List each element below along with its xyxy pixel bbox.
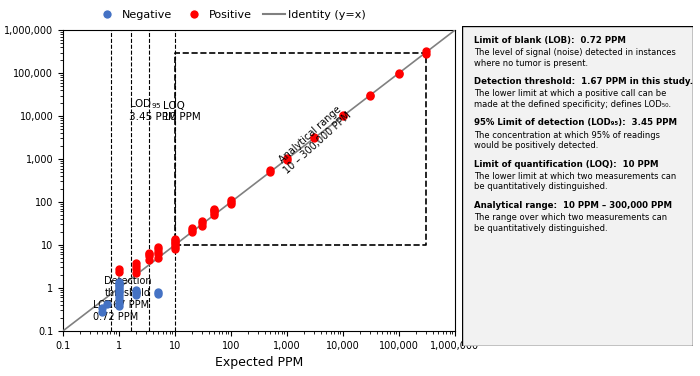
X-axis label: Expected PPM: Expected PPM	[215, 356, 303, 369]
Point	[393, 71, 405, 77]
Point	[225, 197, 237, 203]
Point	[364, 92, 375, 99]
Point	[144, 257, 155, 263]
Point	[113, 300, 125, 306]
Point	[113, 279, 125, 285]
Legend: Negative, Positive, Identity (y=x): Negative, Positive, Identity (y=x)	[92, 6, 370, 24]
Text: Limit of blank (LOB):  0.72 PPM: Limit of blank (LOB): 0.72 PPM	[473, 36, 625, 45]
Point	[144, 252, 155, 258]
Text: Limit of quantification (LOQ):  10 PPM: Limit of quantification (LOQ): 10 PPM	[473, 159, 658, 168]
Text: LOD$_{95}$
3.45 PPM: LOD$_{95}$ 3.45 PPM	[129, 97, 176, 122]
Point	[420, 51, 431, 57]
Text: Analytical range:  10 PPM – 300,000 PPM: Analytical range: 10 PPM – 300,000 PPM	[473, 201, 671, 210]
Point	[308, 134, 319, 140]
Point	[113, 281, 125, 287]
Text: would be positively detected.: would be positively detected.	[473, 141, 598, 150]
Point	[113, 288, 125, 294]
FancyBboxPatch shape	[462, 26, 693, 346]
Point	[209, 208, 220, 214]
Point	[196, 218, 207, 224]
Point	[196, 220, 207, 226]
Point	[265, 167, 276, 173]
Text: 95% Limit of detection (LOD₉₅):  3.45 PPM: 95% Limit of detection (LOD₉₅): 3.45 PPM	[473, 118, 676, 127]
Point	[130, 266, 141, 272]
Text: Detection threshold:  1.67 PPM in this study.: Detection threshold: 1.67 PPM in this st…	[473, 77, 693, 86]
Point	[186, 229, 197, 235]
Text: be quantitatively distinguished.: be quantitatively distinguished.	[473, 223, 607, 232]
Point	[209, 206, 220, 212]
Text: The lower limit at which two measurements can: The lower limit at which two measurement…	[473, 172, 676, 181]
Point	[420, 49, 431, 55]
Point	[337, 113, 349, 119]
Point	[144, 253, 155, 259]
Point	[113, 290, 125, 296]
Point	[186, 225, 197, 231]
Point	[130, 291, 141, 297]
Point	[337, 112, 349, 118]
Point	[130, 287, 141, 293]
Point	[393, 70, 405, 76]
Point	[153, 291, 164, 297]
Text: Analytical range
10 – 300,000 PPM: Analytical range 10 – 300,000 PPM	[274, 102, 354, 176]
Point	[113, 269, 125, 275]
Point	[169, 237, 181, 243]
Point	[153, 255, 164, 261]
Point	[113, 284, 125, 290]
Point	[113, 303, 125, 309]
Text: where no tumor is present.: where no tumor is present.	[473, 59, 588, 68]
Point	[169, 242, 181, 248]
Point	[153, 244, 164, 250]
Point	[169, 244, 181, 250]
Point	[169, 236, 181, 242]
Text: The concentration at which 95% of readings: The concentration at which 95% of readin…	[473, 130, 659, 139]
Point	[364, 92, 375, 98]
Text: The lower limit at which a positive call can be: The lower limit at which a positive call…	[473, 89, 666, 98]
Point	[225, 201, 237, 207]
Point	[281, 155, 293, 161]
Point	[209, 210, 220, 216]
Point	[130, 263, 141, 269]
Point	[265, 169, 276, 175]
Point	[281, 157, 293, 163]
Text: LOB
0.72 PPM: LOB 0.72 PPM	[94, 300, 139, 322]
Point	[130, 270, 141, 276]
Point	[101, 301, 112, 307]
Point	[209, 207, 220, 213]
Point	[225, 199, 237, 205]
Point	[153, 249, 164, 255]
Point	[169, 246, 181, 252]
Point	[153, 289, 164, 295]
Point	[186, 227, 197, 233]
Point	[153, 246, 164, 252]
Text: made at the defined specificity; defines LOD₅₀.: made at the defined specificity; defines…	[473, 100, 671, 109]
Point	[209, 212, 220, 218]
Point	[113, 293, 125, 299]
Point	[97, 305, 108, 311]
Point	[153, 252, 164, 258]
Point	[196, 223, 207, 229]
Text: LOQ
10 PPM: LOQ 10 PPM	[162, 101, 200, 122]
Point	[113, 286, 125, 292]
Point	[169, 238, 181, 244]
Point	[113, 282, 125, 288]
Text: Detection
threshold
1.67 PPM: Detection threshold 1.67 PPM	[104, 276, 152, 309]
Point	[169, 240, 181, 246]
Point	[144, 250, 155, 256]
Text: The range over which two measurements can: The range over which two measurements ca…	[473, 213, 666, 222]
Point	[97, 309, 108, 315]
Point	[113, 296, 125, 302]
Point	[308, 135, 319, 141]
Text: The level of signal (noise) detected in instances: The level of signal (noise) detected in …	[473, 48, 676, 57]
Point	[130, 260, 141, 266]
Point	[130, 289, 141, 295]
Text: be quantitatively distinguished.: be quantitatively distinguished.	[473, 182, 607, 191]
Point	[113, 266, 125, 272]
